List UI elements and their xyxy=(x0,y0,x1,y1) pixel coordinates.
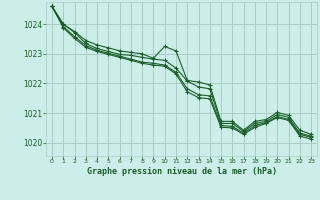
X-axis label: Graphe pression niveau de la mer (hPa): Graphe pression niveau de la mer (hPa) xyxy=(87,167,276,176)
